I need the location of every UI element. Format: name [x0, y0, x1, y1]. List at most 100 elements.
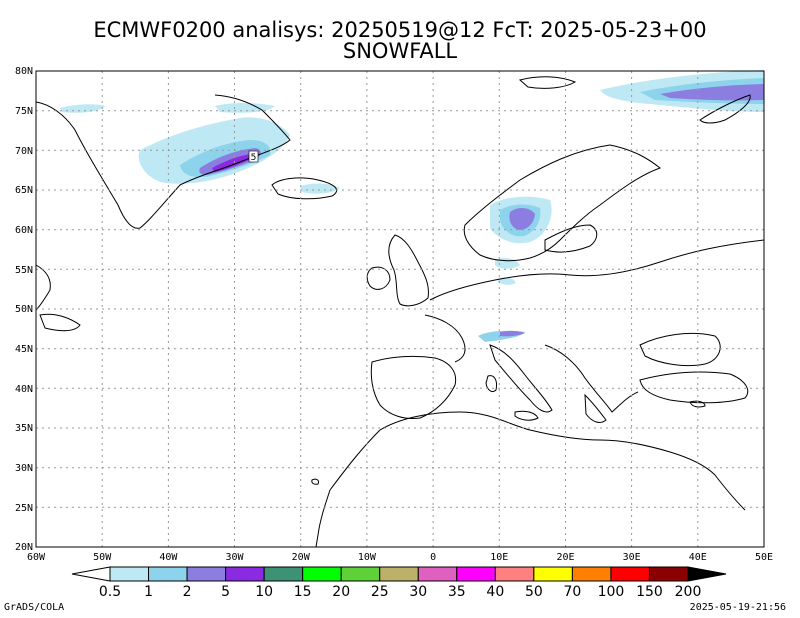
coast-svalbard — [518, 76, 577, 89]
lon-label: 50W — [93, 552, 112, 563]
coast-iceland — [271, 177, 337, 200]
map-subtitle: SNOWFALL — [342, 39, 458, 63]
snow-area-greenland-5 — [212, 154, 253, 172]
colorbar-label: 30 — [409, 584, 427, 600]
lon-label: 20W — [292, 552, 311, 563]
coastlines — [35, 76, 765, 548]
lat-label: 65N — [15, 185, 33, 196]
lon-label: 30E — [623, 552, 641, 563]
colorbar-box — [533, 566, 573, 582]
lon-label: 50E — [755, 552, 773, 563]
lat-label: 35N — [15, 423, 33, 434]
coast-black-sea — [639, 332, 721, 367]
footer-timestamp: 2025-05-19-21:56 — [689, 602, 786, 613]
latitude-labels: 80N 75N 70N 65N 60N 55N 50N 45N 40N 35N … — [15, 66, 33, 553]
coast-africa-west — [315, 489, 331, 548]
colorbar-label: 100 — [598, 584, 625, 600]
coast-italy — [489, 344, 553, 413]
colorbar-label: 25 — [371, 584, 389, 600]
longitude-labels: 60W 50W 40W 30W 20W 10W 0 10E 20E 30E 40… — [27, 552, 773, 563]
coast-sardinia — [485, 375, 497, 393]
snow-area-poland — [498, 277, 516, 285]
coast-turkey — [639, 371, 749, 404]
colorbar-box — [571, 566, 612, 582]
map-area: 5 — [35, 70, 765, 548]
lon-label: 60W — [27, 552, 46, 563]
snow-area-alps-core — [500, 330, 525, 337]
contour-label: 5 — [248, 150, 259, 163]
lat-label: 70N — [15, 146, 33, 157]
footer-credit: GrADS/COLA — [4, 602, 65, 613]
colorbar-box — [148, 566, 188, 582]
colorbar-label: 10 — [255, 584, 273, 600]
coast-europe-west — [429, 239, 765, 301]
colorbar-label: 50 — [525, 584, 543, 600]
lat-label: 80N — [15, 66, 33, 77]
lon-label: 0 — [430, 552, 436, 563]
coast-greenland — [35, 94, 291, 229]
colorbar-box — [340, 566, 381, 582]
colorbar-label: 35 — [448, 584, 466, 600]
colorbar-box — [494, 566, 535, 582]
snow-area-svalbard-core — [660, 84, 764, 101]
colorbar-labels: 0.5 1 2 5 10 15 20 25 30 35 40 50 70 100 150 200 — [99, 584, 702, 600]
coast-canada — [35, 264, 51, 311]
colorbar-label: 5 — [221, 584, 230, 600]
lat-label: 20N — [15, 542, 33, 553]
lon-label: 10W — [358, 552, 377, 563]
colorbar-label: 150 — [636, 584, 663, 600]
colorbar-box — [109, 566, 150, 582]
coast-britain — [388, 234, 429, 307]
lat-label: 75N — [15, 106, 33, 117]
lon-label: 10E — [490, 552, 508, 563]
lon-label: 40W — [159, 552, 178, 563]
colorbar-box — [302, 566, 342, 582]
lat-label: 60N — [15, 225, 33, 236]
svg-text:5: 5 — [251, 153, 257, 163]
colorbar-box — [379, 566, 419, 582]
colorbar-label: 20 — [332, 584, 350, 600]
coast-cyprus — [689, 400, 706, 408]
colorbar-label: 200 — [675, 584, 702, 600]
map-title: ECMWF0200 analisys: 20250519@12 FcT: 202… — [93, 18, 707, 42]
gridlines — [36, 71, 764, 547]
colorbar-box — [648, 566, 689, 582]
lat-label: 40N — [15, 384, 33, 395]
colorbar-label: 2 — [183, 584, 192, 600]
lon-label: 20E — [556, 552, 574, 563]
map-frame — [35, 70, 765, 548]
coast-novaya-zemlya — [699, 94, 751, 124]
colorbar-over-arrow — [687, 566, 727, 582]
coast-greece — [584, 393, 607, 423]
snowfall-shading — [60, 70, 764, 342]
lon-label: 40E — [689, 552, 707, 563]
colorbar: 0.5 1 2 5 10 15 20 25 30 35 40 50 70 100 150 200 — [71, 566, 727, 600]
colorbar-box — [263, 566, 304, 582]
colorbar-under-arrow — [71, 566, 111, 582]
colorbar-box — [610, 566, 650, 582]
lat-label: 30N — [15, 463, 33, 474]
colorbar-label: 15 — [294, 584, 312, 600]
colorbar-label: 1 — [144, 584, 153, 600]
coast-scandinavia — [463, 144, 662, 262]
lon-label: 30W — [225, 552, 244, 563]
snow-area-iceland — [300, 183, 340, 194]
colorbar-boxes — [109, 566, 689, 582]
lat-label: 55N — [15, 265, 33, 276]
colorbar-box — [456, 566, 496, 582]
coast-baltic — [544, 224, 598, 253]
colorbar-label: 40 — [486, 584, 504, 600]
colorbar-label: 0.5 — [99, 584, 121, 600]
coast-sicily — [514, 410, 539, 421]
colorbar-label: 70 — [563, 584, 581, 600]
colorbar-box — [225, 566, 265, 582]
colorbar-box — [186, 566, 227, 582]
coast-balkans — [544, 344, 639, 413]
coast-iberia — [370, 355, 457, 419]
lat-label: 50N — [15, 304, 33, 315]
coast-france — [424, 314, 466, 363]
lat-label: 45N — [15, 344, 33, 355]
snow-area-greenland-north — [60, 104, 105, 113]
coast-canaries — [311, 478, 319, 485]
